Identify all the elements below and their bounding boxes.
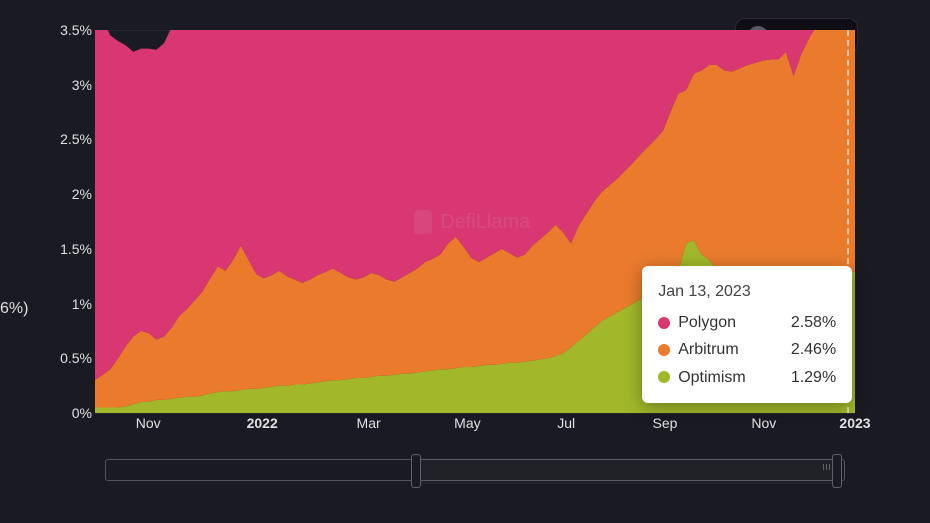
x-axis: Nov2022MarMayJulSepNov2023 [95,415,855,433]
x-tick-label: Jul [557,415,575,431]
tooltip-color-dot [658,344,670,356]
tooltip-row: Arbitrum 2.46% [658,336,836,363]
brush-track[interactable] [105,459,845,481]
x-tick-label: May [454,415,480,431]
tooltip-row: Polygon 2.58% [658,309,836,336]
y-axis: 0%0.5%1%1.5%2%2.5%3%3.5% [50,30,92,413]
cropped-text: 6%) [0,300,28,318]
x-tick-label: Nov [136,415,161,431]
chart-plot-area[interactable]: DefiLlama Jan 13, 2023 Polygon2.58%Arbit… [95,30,855,413]
y-tick-label: 2.5% [50,131,92,147]
tooltip-date: Jan 13, 2023 [658,278,836,305]
tooltip-series-value: 2.46% [791,336,836,363]
tooltip-series-name: Optimism [678,364,783,391]
watermark-text: DefiLlama [440,211,530,234]
brush-handle-right[interactable] [832,454,842,488]
tooltip-color-dot [658,371,670,383]
y-tick-label: 3.5% [50,22,92,38]
chart-frame: 6%) 3 Chains 0%0.5%1%1.5%2%2.5%3%3.5% De… [0,0,930,523]
y-tick-label: 0.5% [50,350,92,366]
y-tick-label: 3% [50,77,92,93]
x-tick-label: Mar [357,415,381,431]
tooltip-row: Optimism 1.29% [658,364,836,391]
tooltip-series-name: Polygon [678,309,783,336]
tooltip-series-name: Arbitrum [678,336,783,363]
x-tick-label: 2023 [839,415,870,431]
tooltip-series-value: 1.29% [791,364,836,391]
llama-icon [414,210,432,234]
brush-grip-icon [823,464,830,470]
brush-selection[interactable] [416,458,837,484]
y-tick-label: 2% [50,186,92,202]
brush-handle-left[interactable] [411,454,421,488]
tooltip-series-value: 2.58% [791,309,836,336]
x-tick-label: Sep [653,415,678,431]
tooltip-color-dot [658,317,670,329]
chart-tooltip: Jan 13, 2023 Polygon2.58%Arbitrum2.46%Op… [642,266,852,403]
watermark: DefiLlama [414,210,530,234]
x-tick-label: Nov [751,415,776,431]
y-tick-label: 1% [50,296,92,312]
y-tick-label: 1.5% [50,241,92,257]
y-tick-label: 0% [50,405,92,421]
x-tick-label: 2022 [247,415,278,431]
